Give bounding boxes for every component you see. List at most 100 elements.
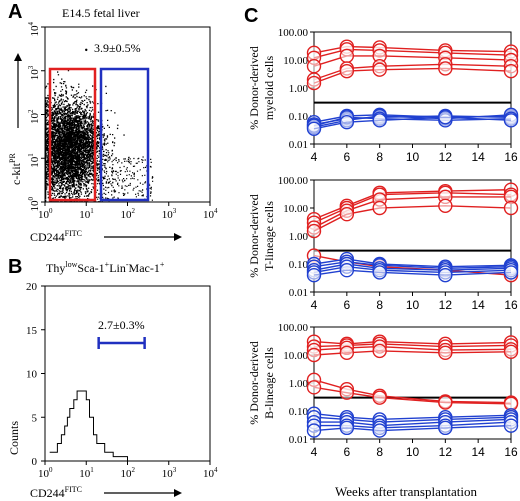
panel-a-annotation: 3.9±0.5% <box>94 41 141 55</box>
red-point <box>503 63 519 79</box>
red-gate <box>48 67 97 202</box>
red-point <box>306 347 322 363</box>
panel-a-title: E14.5 fetal liver <box>62 6 140 20</box>
panel-c-y-tick-label: 100.00 <box>278 27 309 39</box>
red-series <box>306 42 519 65</box>
panel-c-y-tick-label: 10.00 <box>283 203 308 215</box>
panel-b-y-tick-label: 10 <box>26 369 38 381</box>
panel-c-x-tick-label: 16 <box>504 298 518 312</box>
panel-c-y-tick-label: 10.00 <box>283 350 308 362</box>
panel-a-xarrow-head <box>174 233 182 241</box>
panel-c-subplot: 100.00 10.00 1.00 0.10 0.014 6 8 10 12 14 16 % Dono… <box>247 27 519 164</box>
blue-point <box>503 113 519 128</box>
red-point <box>372 62 387 77</box>
red-point <box>306 59 322 74</box>
panel-a-x-tick-label: 100 <box>38 207 53 221</box>
panel-b-y-tick-label: 0 <box>32 456 38 468</box>
red-point <box>438 395 453 410</box>
red-point <box>306 223 322 239</box>
red-series <box>306 198 519 239</box>
blue-gate <box>99 67 150 202</box>
red-point <box>438 61 453 76</box>
panel-c-subplot: 100.00 10.00 1.00 0.10 0.014 6 8 10 12 14 16 % Dono… <box>247 175 519 312</box>
panel-a-yarrow-head <box>14 53 22 61</box>
panel-c-x-tick-label: 16 <box>504 150 518 164</box>
panel-c-x-tick-label: 8 <box>376 445 383 459</box>
blue-point <box>438 267 453 283</box>
panel-b-annotation: 2.7±0.3% <box>98 318 145 332</box>
panel-a-ylabel: c-kitPR <box>8 153 23 185</box>
blue-point <box>339 115 355 130</box>
panel-c-x-tick-label: 12 <box>439 298 453 312</box>
blue-series <box>306 110 519 136</box>
panel-a-ylabel-sup: PR <box>8 153 17 163</box>
blue-point <box>372 423 387 438</box>
panel-b-xlabel: CD244FITC <box>30 485 82 500</box>
panel-b-y-tick-label: 15 <box>26 325 38 337</box>
panel-c-x-tick-label: 6 <box>343 445 350 459</box>
panel-c-subplot: 100.00 10.00 1.00 0.10 0.014 6 8 10 12 14 16 % Dono… <box>247 322 519 459</box>
panel-b-letter: B <box>8 256 22 278</box>
panel-c-x-tick-label: 10 <box>406 445 420 459</box>
red-series <box>306 343 519 363</box>
flow-dot-cloud <box>45 69 154 203</box>
panel-a-x-ticks: 100 101 102 103 104 <box>38 202 218 221</box>
red-point <box>339 345 355 360</box>
blue-point <box>372 265 387 280</box>
panel-c-ylabel: % Donor-derivedT-lineage cells <box>247 194 276 277</box>
blue-point <box>438 420 453 436</box>
panel-a-ylabel-base: c-kit <box>9 162 23 185</box>
panel-b: B ThylowSca-1+Lin-Mac-1+ 2.7±0.3% 100 101… <box>7 256 218 500</box>
panel-c-x-tick-label: 10 <box>406 150 420 164</box>
panel-a-y-tick-label: 103 <box>27 65 41 80</box>
blue-series <box>306 418 519 438</box>
panel-a-xlabel: CD244FITC <box>30 229 82 244</box>
panel-c-x-tick-label: 14 <box>471 445 485 459</box>
red-point <box>372 390 387 405</box>
panel-b-x-tick-label: 102 <box>121 466 136 480</box>
panel-c-y-tick-label: 0.10 <box>289 406 309 418</box>
blue-point <box>306 423 322 438</box>
red-point <box>306 75 322 91</box>
panel-a-x-tick-label: 102 <box>121 207 136 221</box>
panel-b-y-ticks: 0 5 10 15 20 <box>26 281 45 468</box>
panel-c-y-tick-label: 0.10 <box>289 111 309 123</box>
red-point <box>503 344 519 360</box>
panel-b-xlabel-base: CD244 <box>30 486 65 500</box>
panel-c-x-tick-label: 12 <box>439 445 453 459</box>
blue-point <box>306 121 322 136</box>
red-point <box>339 385 355 400</box>
panel-c-x-tick-label: 12 <box>439 150 453 164</box>
blue-point <box>438 110 453 125</box>
red-series <box>306 182 519 227</box>
panel-c-x-tick-label: 14 <box>471 298 485 312</box>
panel-b-x-tick-label: 103 <box>162 466 177 480</box>
panel-c-x-tick-label: 10 <box>406 298 420 312</box>
red-point <box>339 48 355 64</box>
panel-c-y-tick-label: 0.01 <box>289 139 308 151</box>
panel-c-y-tick-label: 100.00 <box>278 322 309 334</box>
panel-b-ylabel: Counts <box>7 421 21 455</box>
red-point <box>438 198 453 213</box>
panel-c-ylabel: % Donor-derivedmyeloid cells <box>247 46 276 129</box>
blue-point <box>339 263 355 278</box>
red-series <box>306 57 519 87</box>
panel-c-y-tick-label: 100.00 <box>278 175 309 187</box>
histogram-line <box>49 390 128 461</box>
panel-b-xarrow-head <box>174 489 182 497</box>
red-series <box>306 61 519 91</box>
svg-text:c-kitPR: c-kitPR <box>8 153 23 185</box>
red-point <box>503 200 519 216</box>
panel-c-x-tick-label: 8 <box>376 298 383 312</box>
panel-a-letter: A <box>8 1 22 23</box>
blue-point <box>306 267 322 283</box>
panel-c-xlabel: Weeks after transplantation <box>335 484 477 499</box>
panel-a-x-tick-label: 104 <box>203 207 218 221</box>
red-point <box>339 63 355 79</box>
flow-outlier-dot <box>85 48 88 52</box>
panel-c-y-tick-label: 1.00 <box>289 83 309 95</box>
red-series <box>306 380 519 412</box>
red-point <box>372 343 387 359</box>
panel-b-x-tick-label: 100 <box>38 466 53 480</box>
